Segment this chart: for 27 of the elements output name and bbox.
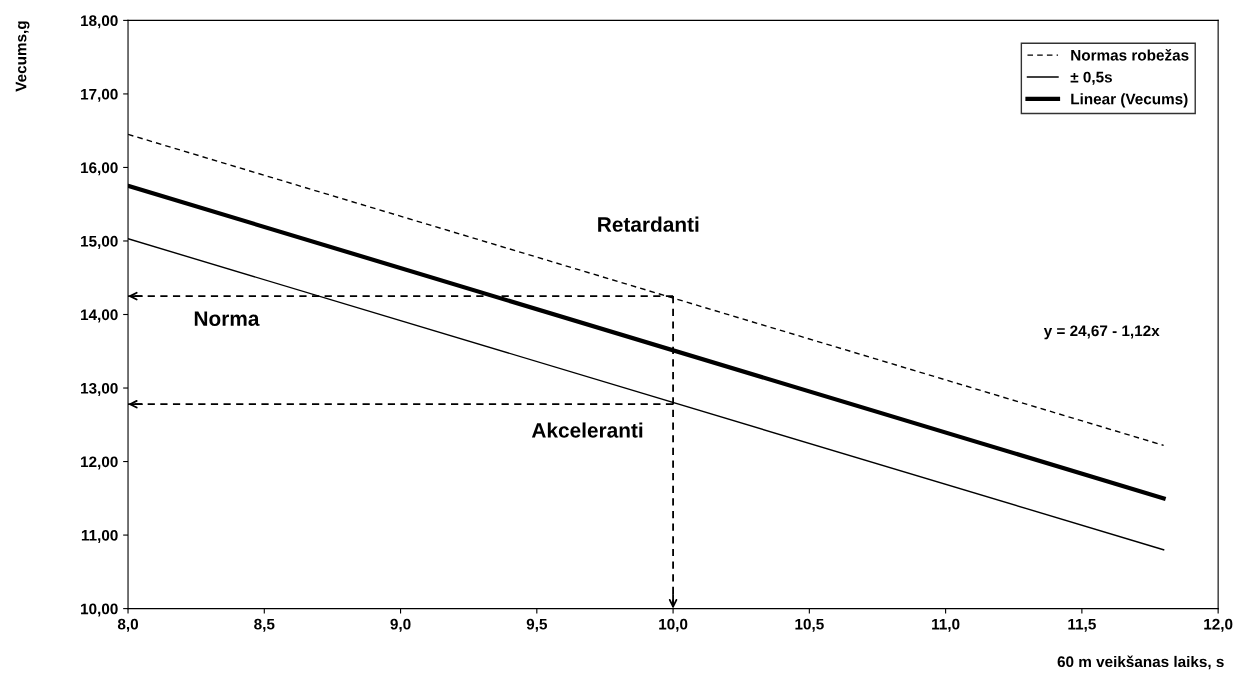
- legend-label: ± 0,5s: [1070, 71, 1112, 85]
- x-tick-label: 8,0: [117, 618, 139, 632]
- y-tick-label: 14,00: [81, 309, 118, 323]
- y-tick-label: 15,00: [81, 235, 118, 249]
- annotation: Akceleranti: [531, 422, 643, 438]
- y-tick-label: 11,00: [81, 529, 118, 543]
- y-tick-label: 12,00: [81, 456, 118, 470]
- y-tick-label: 17,00: [81, 88, 118, 102]
- y-tick-label: 16,00: [81, 162, 118, 176]
- x-axis-title: 60 m veikšanas laiks, s: [1057, 655, 1224, 670]
- x-tick-label: 12,0: [1204, 618, 1233, 632]
- y-axis-title: Vecums,g: [15, 21, 30, 92]
- x-tick-label: 8,5: [254, 618, 275, 632]
- x-tick-label: 11,0: [932, 618, 960, 632]
- y-tick-label: 13,00: [81, 382, 118, 396]
- x-tick-label: 10,0: [659, 618, 688, 632]
- x-tick-label: 9,0: [390, 618, 411, 632]
- annotation: Retardanti: [598, 216, 699, 232]
- y-tick-label: 10,00: [81, 603, 118, 617]
- annotation: y = 24,67 - 1,12x: [1043, 325, 1160, 340]
- legend-label: Normas robežas: [1071, 49, 1189, 61]
- x-tick-label: 10,5: [795, 618, 824, 632]
- annotation: Norma: [194, 311, 260, 326]
- legend-label: Linear (Vecums): [1071, 93, 1188, 108]
- y-tick-label: 18,00: [81, 15, 118, 29]
- x-tick-label: 11,5: [1068, 618, 1096, 632]
- x-tick-label: 9,5: [526, 618, 548, 632]
